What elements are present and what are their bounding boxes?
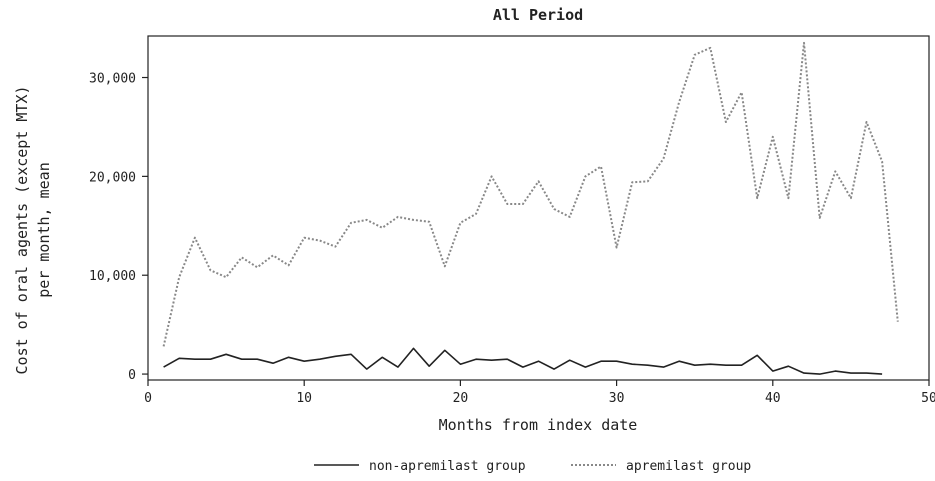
y-tick-label: 20,000 [89,170,136,185]
x-axis: 0 10 20 30 40 50 [144,380,935,406]
x-tick-label: 40 [765,391,781,406]
y-axis-title-line-1: Cost of oral agents (except MTX) [13,86,31,375]
series-layer [162,41,899,375]
y-tick-label: 30,000 [89,72,136,87]
series-line-2 [162,41,899,347]
x-tick-label: 10 [296,391,312,406]
chart-title: All Period [493,6,583,24]
y-axis: 0 10,000 20,000 30,000 [89,72,148,383]
x-tick-label: 50 [921,391,935,406]
x-tick-label: 30 [609,391,625,406]
x-tick-label: 20 [453,391,469,406]
y-tick-label: 10,000 [89,269,136,284]
y-axis-title: Cost of oral agents (except MTX) per mon… [13,86,53,375]
x-axis-title: Months from index date [439,416,638,434]
legend-label-1: non-apremilast group [369,459,526,474]
series-line-1 [163,347,883,375]
legend: non-apremilast group apremilast group [314,459,751,474]
plot-frame [147,35,930,381]
y-tick-label: 0 [128,368,136,383]
x-tick-label: 0 [144,391,152,406]
y-axis-title-line-2: per month, mean [35,162,53,297]
legend-label-2: apremilast group [626,459,751,474]
